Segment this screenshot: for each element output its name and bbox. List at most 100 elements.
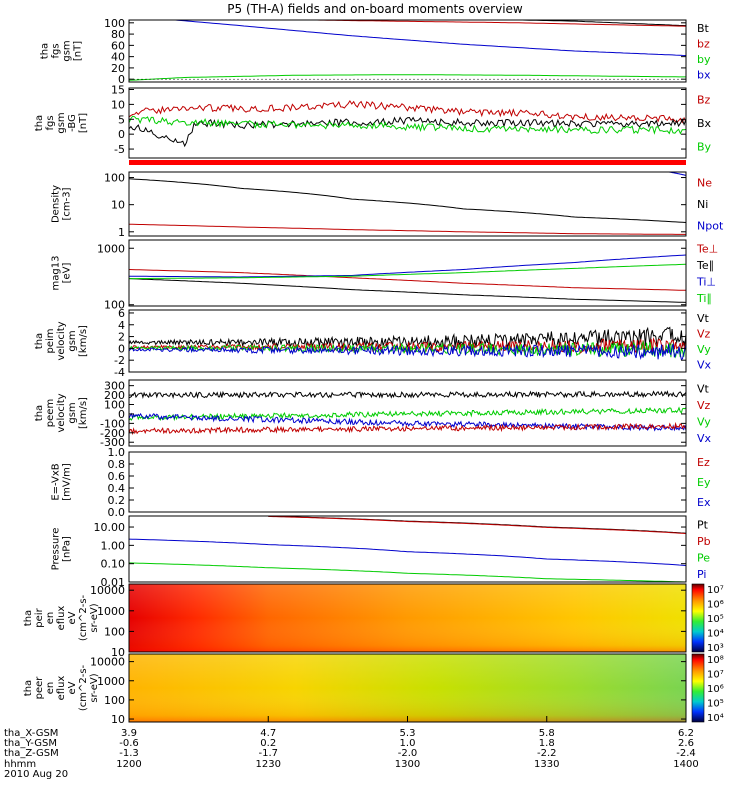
series-line-p1-1 [278,20,686,27]
colorbar-tick-p10-1: 10⁷ [707,670,724,681]
ytick-label-p10-3: 10 [111,713,125,726]
legend-p1-2: by [697,53,711,66]
ylabel-p2-0: tha [34,115,45,131]
ytick-label-p5-2: 2 [118,331,125,344]
xaxis-value-1-4: 2.6 [678,738,694,749]
figure-title: P5 (TH-A) fields and on-board moments ov… [227,2,523,16]
series-group-p6 [129,390,686,436]
ytick-label-p1-5: 0 [118,73,125,86]
frame-p8 [128,515,687,583]
ylabel-p5-0: tha [34,333,45,349]
ylabel-p3-0: Density [51,185,62,223]
frame-p9 [128,583,687,653]
ytick-label-p9-0: 10000 [90,584,125,597]
ylabel-p1-1: fgs [51,43,62,58]
xaxis-value-1-3: 1.8 [539,738,555,749]
series-line-p3-0 [129,178,686,223]
ytick-label-p10-1: 1000 [97,675,125,688]
legend-p1-3: bx [697,68,711,81]
ytick-label-p7-0: 1.0 [108,446,126,459]
ytick-label-p6-1: 200 [104,389,125,402]
ylabel-p6-4: [km/s] [78,397,89,429]
ylabel-p10-4: eV [67,681,78,694]
series-group-p3 [129,172,686,235]
legend-p4-3: Ti∥ [696,292,712,305]
ylabel-p9-1: peir [34,607,45,627]
ytick-label-p7-5: 0.0 [108,506,126,519]
ytick-label-p2-0: 15 [111,83,125,96]
ylabel-p8-1: [nPa] [62,536,73,562]
legend-p4-0: Te⊥ [696,242,718,255]
ylabel-p6-0: tha [34,405,45,421]
ylabel-p3-1: [cm-3] [62,187,73,220]
red-marker-bar [129,160,686,165]
ylabel-p10-2: en [45,682,56,695]
ylabel-p10-1: peer [34,676,45,700]
legend-p7-2: Ex [697,496,711,509]
panel-p7: 1.00.80.60.40.20.0 E=-VxB [mV/m] Ez Ey Ex [51,446,711,519]
ytick-label-p7-4: 0.2 [108,494,126,507]
ytick-label-p1-2: 60 [111,39,125,52]
legend-p8-3: Pi [697,568,706,581]
xaxis-row-label-3: hhmm [4,759,36,770]
legend-p1-1: bz [697,37,710,50]
frame-p5 [128,309,687,373]
colorbar-tick-p10-4: 10⁴ [707,713,724,724]
legend-p8-0: Pt [697,518,709,531]
series-line-p4-3 [129,263,686,280]
colorbar-tick-p9-1: 10⁶ [707,600,724,611]
legend-p5-0: Vt [697,312,710,325]
ytick-label-p6-6: -300 [100,436,125,449]
xaxis-value-3-1: 1230 [256,759,281,770]
ytick-label-p7-2: 0.6 [108,470,126,483]
panel-p4: 1000 100 mag13 [eV] Te⊥ Te∥ Ti⊥ Ti∥ [51,239,718,312]
series-line-p4-1 [129,278,686,303]
ylabel-p2-4: [nT] [78,113,89,133]
ytick-label-p1-1: 80 [111,28,125,41]
xaxis-row-label-2: tha_Z-GSM [4,748,59,759]
panel-p10: 10⁸ 10⁷ 10⁶ 10⁵ 10⁴ 10000 1000 100 10 tha peer en ef… [23,653,724,726]
panel-p8: 10.00 1.00 0.10 0.01 Pressure [nPa] Pt Pb Pe Pi [51,515,711,589]
ytick-label-p3-0: 100 [104,172,125,185]
series-group-p8 [129,516,686,582]
xaxis-value-1-1: 0.2 [260,738,276,749]
xaxis-row-label-1: tha_Y-GSM [4,738,57,749]
legend-p3-2: Npot [697,219,724,232]
ylabel-p9-4: eV [67,611,78,624]
series-line-p6-0 [129,390,686,400]
ylabel-p9-6: sr-eV) [89,603,100,632]
colorbar-tick-p9-2: 10⁵ [707,614,724,625]
ytick-label-p5-5: -4 [114,366,125,379]
panel-p3: 100 10 1 Density [cm-3] Ne Ni Npot [51,171,724,239]
xaxis-value-2-0: -1.3 [119,748,139,759]
legend-p5-1: Vz [697,327,711,340]
legend-p2-2: By [697,140,712,153]
series-group-p2 [129,99,686,148]
ylabel-p2-2: gsm [56,112,67,133]
xaxis-value-0-4: 6.2 [678,728,694,739]
frame-p7 [128,451,687,513]
colorbar-tick-p9-4: 10³ [707,643,724,654]
colorbar-tick-p10-0: 10⁸ [707,655,724,666]
series-line-p1-0 [497,20,686,27]
ytick-label-p2-3: 0 [118,128,125,141]
colorbar-tick-p9-3: 10⁴ [707,629,724,640]
ylabel-p6-3: gsm [67,402,78,423]
xaxis-value-2-4: -2.4 [676,748,696,759]
ytick-label-p1-0: 100 [104,17,125,30]
ylabel-p9-0: tha [23,610,34,626]
xaxis-value-2-2: -2.0 [398,748,418,759]
xaxis-value-1-0: -0.6 [119,738,139,749]
ytick-label-p9-1: 1000 [97,605,125,618]
ytick-label-p5-3: 0 [118,342,125,355]
ylabel-p5-1: peim [45,328,56,353]
series-line-p2-1 [129,116,686,148]
legend-p8-2: Pe [697,551,710,564]
legend-p3-0: Ne [697,177,712,190]
xaxis-value-2-1: -1.7 [258,748,278,759]
ytick-label-p1-4: 20 [111,62,125,75]
series-line-p1-2 [169,20,686,56]
ylabel-p1-3: [nT] [73,41,84,61]
